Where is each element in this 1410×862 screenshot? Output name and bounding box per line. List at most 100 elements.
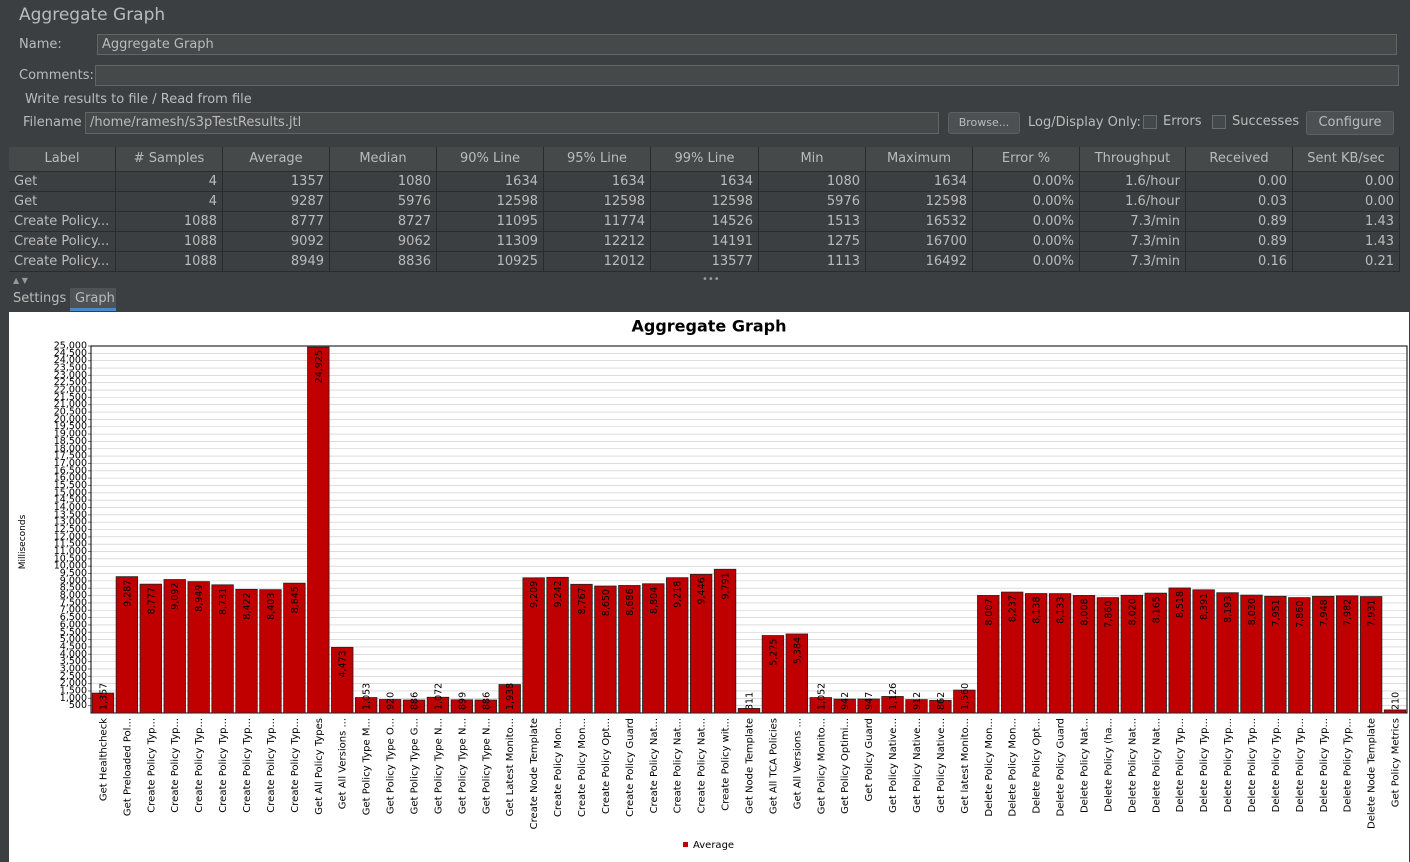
y-tick-label: 22,000 — [54, 385, 87, 396]
bar — [761, 635, 785, 714]
y-tick-label: 20,500 — [54, 407, 87, 418]
value-label: 210 — [1391, 692, 1402, 710]
column-header: # Samples — [116, 147, 223, 172]
value-label: 4,473 — [338, 650, 349, 677]
column-header: Average — [223, 147, 330, 172]
filename-input[interactable]: /home/ramesh/s3pTestResults.jtl — [85, 112, 939, 134]
comments-input[interactable] — [95, 65, 1399, 86]
bar — [1264, 595, 1287, 714]
y-tick-label: 6,000 — [60, 619, 87, 630]
x-tick-label: Create Policy Typ... — [170, 718, 181, 813]
bar — [1312, 595, 1335, 714]
table-cell: 16700 — [866, 232, 973, 252]
y-tick-label: 17,000 — [54, 458, 87, 469]
log-display-label: Log/Display Only: — [1028, 115, 1141, 130]
x-tick-label: Get All Versions ... — [338, 718, 349, 809]
x-tick-label: Create Policy Nat... — [673, 718, 684, 813]
y-tick-label: 23,000 — [54, 370, 87, 381]
x-tick-label: Create Policy Mon... — [577, 718, 588, 817]
x-tick-label: Delete Policy Mon... — [1008, 718, 1019, 817]
y-tick-label: 15,000 — [54, 487, 87, 498]
x-tick-label: Delete Policy Nat... — [1151, 718, 1162, 813]
browse-button[interactable]: Browse... — [948, 112, 1020, 134]
x-tick-label: Create Policy Typ... — [266, 718, 277, 813]
legend-swatch — [683, 842, 688, 847]
column-header: Min — [759, 147, 866, 172]
value-label: 8,518 — [1175, 591, 1186, 618]
table-cell: 1.43 — [1293, 232, 1400, 252]
table-cell: 0.00 — [1293, 192, 1400, 212]
table-cell: 1275 — [759, 232, 866, 252]
bar — [1240, 594, 1263, 714]
y-tick-label: 12,000 — [54, 531, 87, 542]
x-tick-label: Get Latest Monito... — [505, 718, 516, 816]
table-cell: 9092 — [223, 232, 330, 252]
y-tick-label: 1,500 — [60, 685, 87, 696]
x-tick-label: Create Policy Typ... — [194, 718, 205, 813]
y-tick-label: 6,500 — [60, 612, 87, 623]
y-tick-label: 13,500 — [54, 509, 87, 520]
value-label: 8,650 — [601, 589, 612, 616]
bar — [809, 697, 832, 714]
table-cell: 10925 — [437, 252, 544, 272]
tab[interactable]: Settings — [13, 291, 67, 306]
y-axis-label: Milliseconds — [18, 514, 28, 569]
value-label: 8,731 — [218, 588, 229, 615]
x-tick-label: Create Policy Opt... — [601, 718, 612, 814]
value-label: 7,948 — [1319, 599, 1330, 626]
x-tick-label: Delete Policy (ha... — [1103, 718, 1114, 812]
bar — [378, 699, 402, 714]
bar — [1216, 592, 1239, 714]
value-label: 1,052 — [816, 683, 827, 710]
successes-checkbox[interactable] — [1212, 115, 1226, 129]
table-cell: 12598 — [437, 192, 544, 212]
x-tick-label: Delete Policy Typ... — [1295, 718, 1306, 812]
x-tick-label: Get Policy Guard — [864, 718, 875, 801]
errors-checkbox[interactable] — [1143, 115, 1157, 129]
x-tick-label: Get Policy Type O... — [386, 718, 397, 814]
table-cell: 1513 — [759, 212, 866, 232]
table-cell: 8777 — [223, 212, 330, 232]
column-header: Received KB/... — [1186, 147, 1293, 172]
bar — [857, 698, 880, 714]
y-tick-label: 7,000 — [60, 605, 87, 616]
x-tick-label: Delete Policy Typ... — [1271, 718, 1282, 812]
column-header: Label — [9, 147, 116, 172]
table-cell: 0.89 — [1186, 232, 1293, 252]
x-tick-label: Create Policy Typ... — [290, 718, 301, 813]
x-tick-label: Get Healthcheck — [98, 718, 109, 801]
errors-label[interactable]: Errors — [1163, 114, 1202, 129]
bar — [1383, 709, 1407, 714]
bar — [522, 577, 545, 714]
bar — [450, 699, 474, 714]
panel-title: Aggregate Graph — [19, 5, 166, 25]
table-cell: 4 — [116, 192, 223, 212]
value-label: 920 — [386, 692, 397, 710]
split-arrows[interactable]: ▲ ▼ — [13, 276, 28, 285]
y-tick-label: 4,000 — [60, 649, 87, 660]
y-tick-label: 22,500 — [54, 377, 87, 388]
x-tick-label: Get Policy Metrics — [1391, 718, 1402, 807]
table-cell: Create Policy... — [9, 232, 116, 252]
bar — [881, 696, 904, 714]
tab-selected[interactable]: Graph — [70, 288, 116, 311]
value-label: 5,384 — [792, 637, 803, 664]
bar — [905, 699, 928, 714]
successes-label[interactable]: Successes — [1232, 114, 1300, 129]
table-cell: 9287 — [223, 192, 330, 212]
x-tick-label: Get Node Template — [745, 718, 756, 814]
configure-button[interactable]: Configure — [1306, 111, 1394, 135]
table-cell: 0.16 — [1186, 252, 1293, 272]
x-tick-label: Get latest Monito... — [960, 718, 971, 814]
splitter[interactable]: ••• — [702, 274, 720, 285]
table-cell: 1634 — [544, 172, 651, 192]
y-tick-label: 12,500 — [54, 524, 87, 535]
x-tick-label: Get All Policy Types — [314, 718, 325, 815]
name-input[interactable]: Aggregate Graph — [97, 34, 1397, 55]
y-tick-label: 9,000 — [60, 575, 87, 586]
y-tick-label: 2,500 — [60, 671, 87, 682]
table-cell: 1088 — [116, 252, 223, 272]
y-tick-label: 16,500 — [54, 465, 87, 476]
bar — [1048, 593, 1072, 714]
